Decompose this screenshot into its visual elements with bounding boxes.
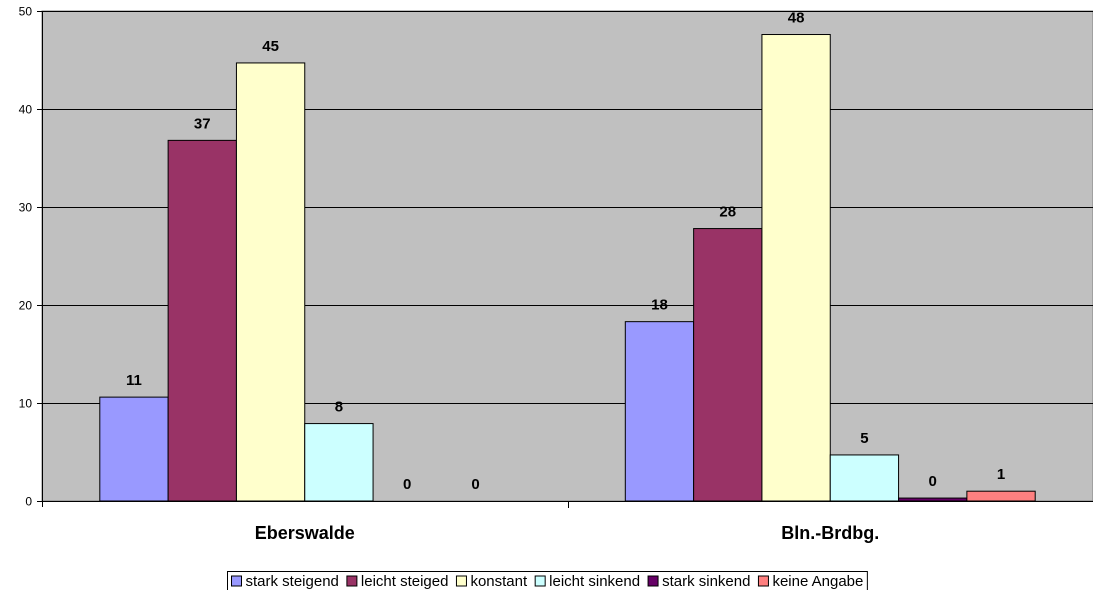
bars (99, 34, 1036, 502)
data-labels: 11 37 45 8 0 0 18 28 48 5 0 1 (126, 10, 1005, 493)
data-label: 18 (651, 297, 668, 314)
bar (167, 139, 237, 502)
bar (761, 34, 831, 502)
data-label: 0 (471, 476, 479, 493)
legend-swatch (231, 575, 242, 587)
legend-label: leicht steiged (361, 573, 449, 590)
legend: stark steigend leicht steiged konstant leic… (227, 571, 868, 590)
bar (304, 423, 374, 502)
legend-swatch (455, 575, 467, 587)
data-label: 0 (929, 473, 937, 490)
category-labels: Eberswalde Bln.-Brdbg. (255, 523, 880, 543)
data-label: 45 (262, 38, 279, 55)
category-label: Bln.-Brdbg. (781, 523, 879, 543)
legend-label: konstant (470, 573, 528, 590)
y-tick-label: 50 (19, 5, 33, 19)
bar (966, 490, 1036, 502)
bar (829, 454, 900, 502)
y-tick-labels: 0 10 20 30 40 50 (19, 5, 33, 509)
data-label: 5 (860, 430, 868, 447)
legend-label: stark steigend (246, 573, 339, 590)
data-label: 48 (788, 10, 805, 27)
legend-swatch (534, 575, 546, 587)
data-label: 8 (335, 399, 343, 416)
y-tick-label: 40 (19, 103, 33, 117)
data-label: 0 (403, 476, 411, 493)
category-label: Eberswalde (255, 523, 355, 543)
data-label: 11 (126, 372, 142, 389)
legend-swatch (346, 575, 358, 587)
y-tick-label: 0 (25, 495, 32, 509)
data-label: 28 (719, 204, 736, 221)
bar (693, 228, 763, 502)
bar (898, 497, 968, 502)
data-label: 37 (194, 115, 211, 132)
data-label: 1 (997, 466, 1005, 483)
bar (624, 321, 695, 502)
legend-label: stark sinkend (662, 573, 750, 590)
y-tick-label: 10 (19, 397, 33, 411)
legend-box (227, 571, 868, 590)
legend-label: keine Angabe (772, 573, 863, 590)
y-tick-label: 20 (19, 299, 33, 313)
y-tick-label: 30 (19, 201, 33, 215)
legend-label: leicht sinkend (549, 573, 640, 590)
legend-swatch (757, 575, 769, 587)
bar (235, 62, 306, 502)
legend-swatch (647, 575, 659, 587)
bar (99, 396, 169, 502)
axes (37, 11, 1093, 508)
